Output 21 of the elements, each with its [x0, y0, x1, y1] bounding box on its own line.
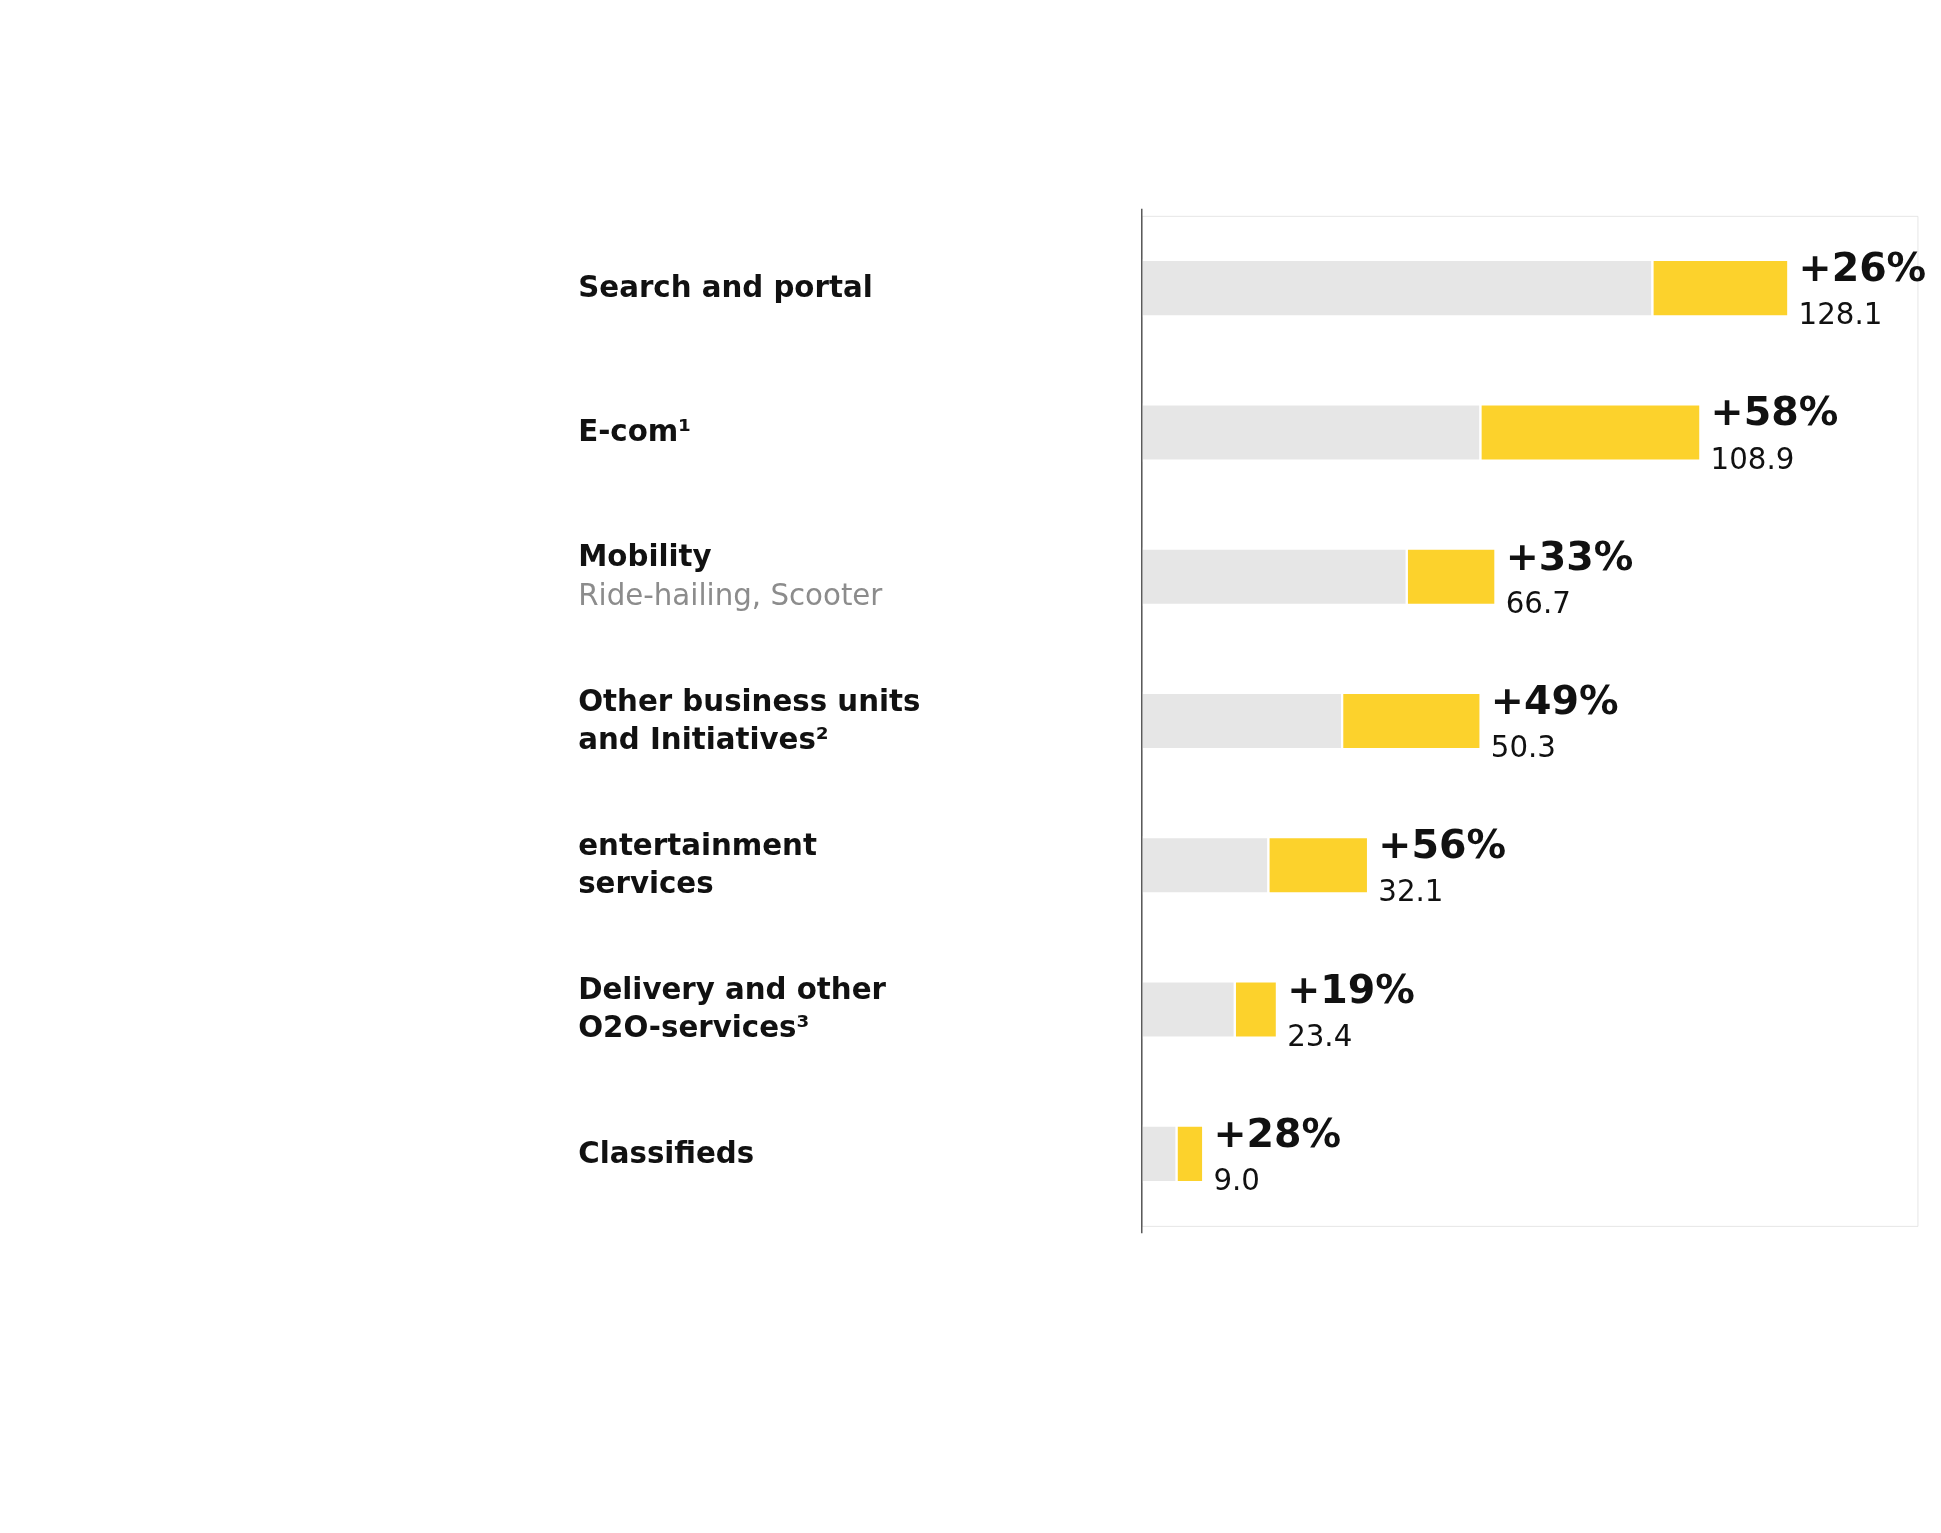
y-tick-label: E-com¹ — [578, 414, 692, 449]
annotation: +58% — [1710, 388, 1839, 435]
y-tick-label: Search and portal — [578, 269, 873, 304]
annotation: +49% — [1490, 676, 1619, 723]
text: 128.1 — [1798, 297, 1883, 332]
text: +26% — [1798, 244, 1927, 291]
category-label: Mobility Ride-hailing, Scooter — [578, 539, 883, 612]
annotation: 108.9 — [1710, 441, 1795, 476]
annotation: +33% — [1505, 532, 1634, 579]
y-tick-label: Other business units and Initiatives² — [578, 683, 921, 756]
y-tick-label: entertainment services — [578, 828, 817, 901]
y-tick-label: Delivery and other O2O-services³ — [578, 972, 887, 1045]
annotation: 9.0 — [1213, 1163, 1260, 1198]
annotation: +19% — [1287, 965, 1415, 1012]
annotation: 32.1 — [1378, 874, 1444, 909]
annotation: +28% — [1213, 1109, 1342, 1156]
annotation: 23.4 — [1287, 1018, 1353, 1053]
annotation: 50.3 — [1490, 730, 1556, 765]
annotation: 66.7 — [1505, 585, 1571, 620]
annotation: +56% — [1378, 821, 1506, 868]
y-tick-label: Classifieds — [578, 1135, 755, 1170]
